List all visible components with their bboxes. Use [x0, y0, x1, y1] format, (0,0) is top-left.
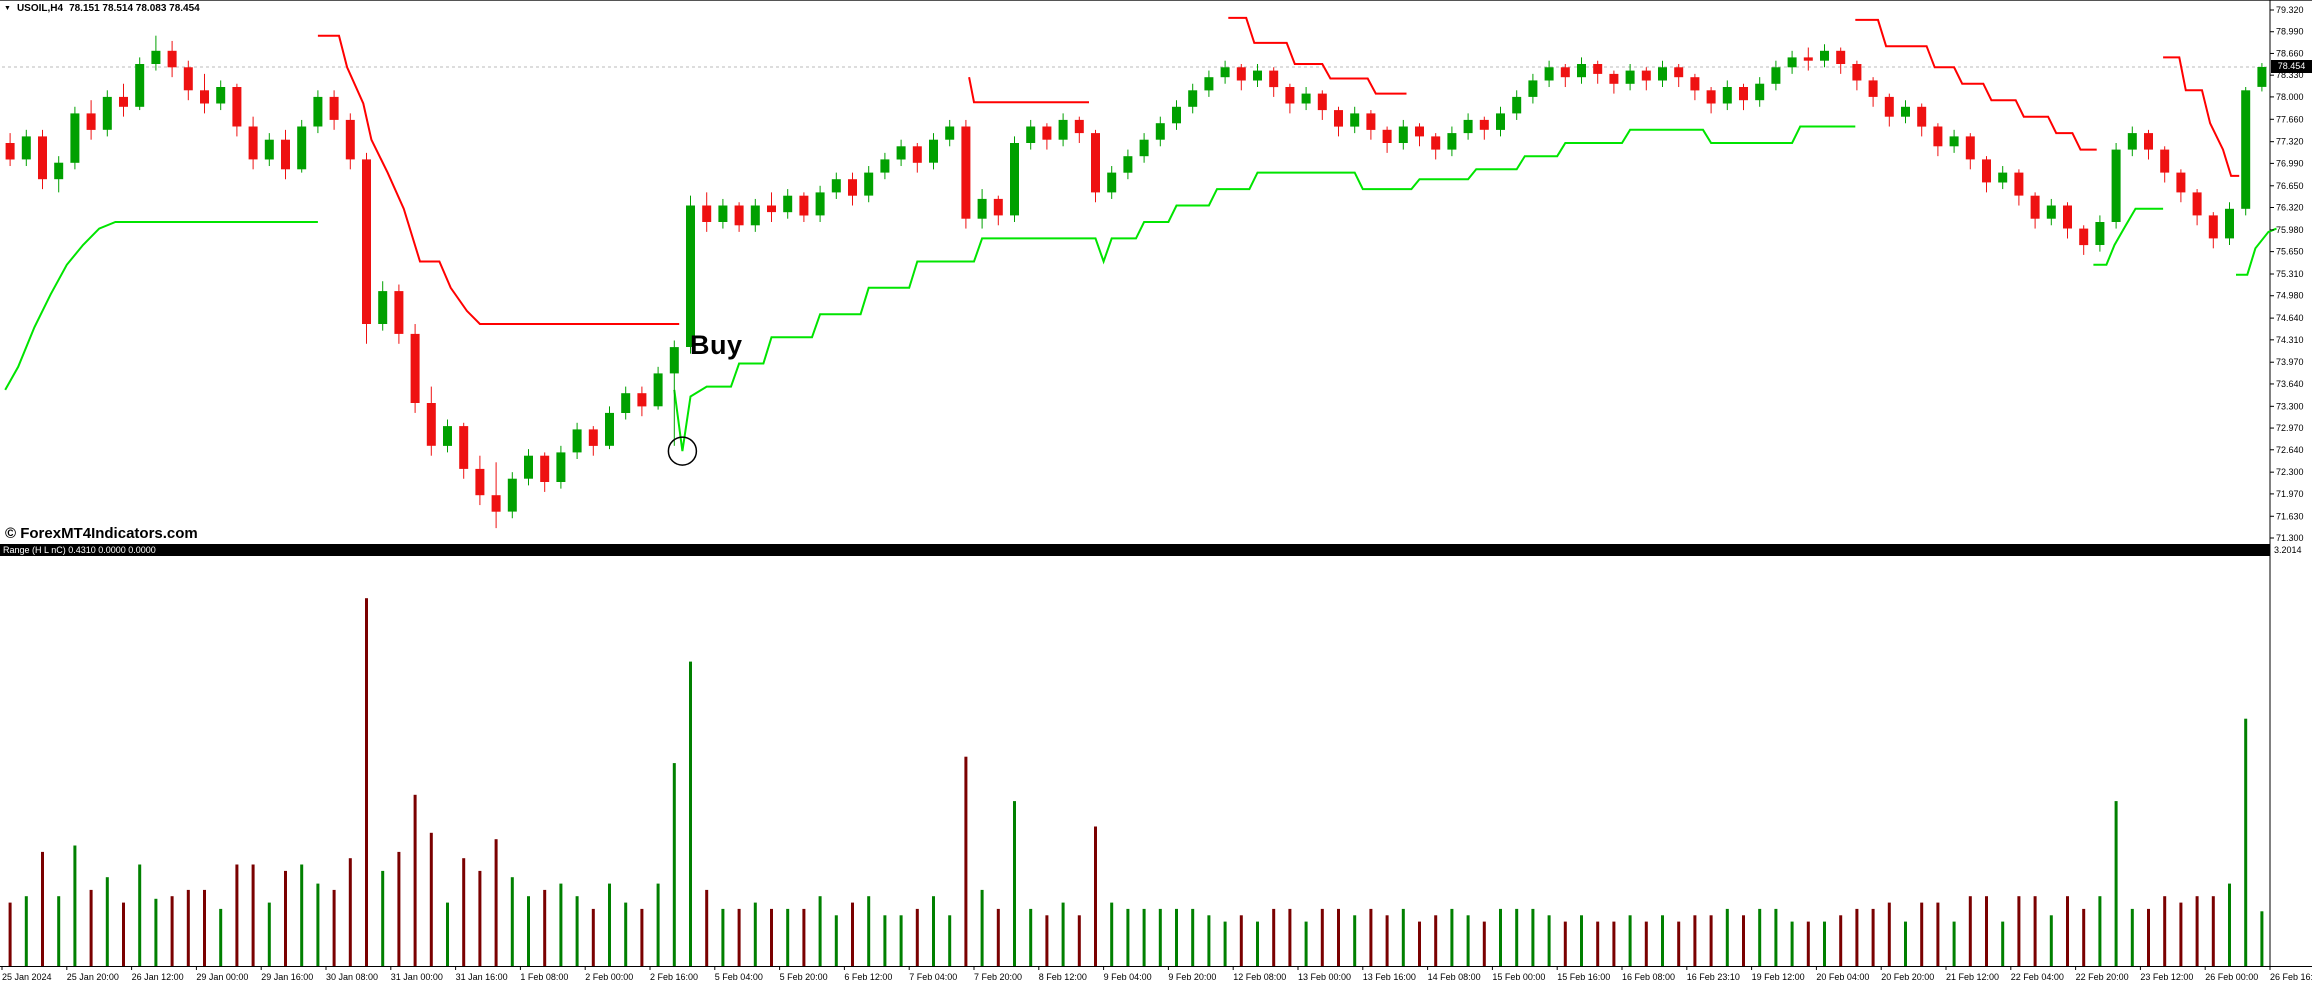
svg-text:5 Feb 04:00: 5 Feb 04:00	[715, 972, 763, 982]
svg-text:71.630: 71.630	[2276, 511, 2304, 521]
svg-text:14 Feb 08:00: 14 Feb 08:00	[1428, 972, 1481, 982]
svg-text:2 Feb 16:00: 2 Feb 16:00	[650, 972, 698, 982]
svg-text:23 Feb 12:00: 23 Feb 12:00	[2140, 972, 2193, 982]
svg-text:78.330: 78.330	[2276, 70, 2304, 80]
symbol-ohlc-bar: ▼ USOIL,H4 78.151 78.514 78.083 78.454	[4, 3, 200, 14]
symbol-label: USOIL,H4	[16, 3, 64, 14]
svg-text:19 Feb 12:00: 19 Feb 12:00	[1752, 972, 1805, 982]
svg-text:22 Feb 20:00: 22 Feb 20:00	[2076, 972, 2129, 982]
svg-text:6 Feb 12:00: 6 Feb 12:00	[844, 972, 892, 982]
trend-line-up	[2236, 227, 2277, 276]
svg-text:30 Jan 08:00: 30 Jan 08:00	[326, 972, 378, 982]
svg-text:79.320: 79.320	[2276, 5, 2304, 15]
svg-text:74.980: 74.980	[2276, 291, 2304, 301]
svg-text:20 Feb 04:00: 20 Feb 04:00	[1816, 972, 1869, 982]
svg-text:5 Feb 20:00: 5 Feb 20:00	[780, 972, 828, 982]
svg-text:73.970: 73.970	[2276, 357, 2304, 367]
candles-layer	[5, 35, 2267, 529]
trend-lines	[4, 16, 2277, 452]
trend-line-up	[673, 125, 1856, 452]
chart-borders	[0, 0, 2312, 967]
svg-text:26 Feb 16:00: 26 Feb 16:00	[2270, 972, 2312, 982]
svg-text:13 Feb 00:00: 13 Feb 00:00	[1298, 972, 1351, 982]
svg-text:26 Feb 00:00: 26 Feb 00:00	[2205, 972, 2258, 982]
time-axis[interactable]: 25 Jan 2024 25 Jan 20:00 26 Jan 12:00 29 Ja…	[1, 966, 2312, 982]
trend-line-down	[1855, 18, 2097, 151]
svg-text:78.000: 78.000	[2276, 92, 2304, 102]
subwindow-scale-label: 3.2014	[2274, 545, 2302, 555]
svg-text:16 Feb 08:00: 16 Feb 08:00	[1622, 972, 1675, 982]
trend-line-down	[2163, 56, 2240, 177]
buy-signal-label: Buy	[690, 330, 743, 360]
svg-text:72.300: 72.300	[2276, 467, 2304, 477]
svg-text:31 Jan 16:00: 31 Jan 16:00	[456, 972, 508, 982]
price-axis[interactable]: 79.320 78.990 78.660 78.330 78.000 77.660 77.3…	[2270, 5, 2304, 543]
svg-text:7 Feb 20:00: 7 Feb 20:00	[974, 972, 1022, 982]
svg-text:73.640: 73.640	[2276, 379, 2304, 389]
svg-text:74.640: 74.640	[2276, 313, 2304, 323]
svg-text:78.660: 78.660	[2276, 49, 2304, 59]
svg-text:76.650: 76.650	[2276, 181, 2304, 191]
svg-text:75.650: 75.650	[2276, 247, 2304, 257]
range-histogram	[8, 598, 2264, 966]
svg-text:77.320: 77.320	[2276, 137, 2304, 147]
svg-text:74.310: 74.310	[2276, 335, 2304, 345]
svg-text:1 Feb 08:00: 1 Feb 08:00	[520, 972, 568, 982]
svg-text:22 Feb 04:00: 22 Feb 04:00	[2011, 972, 2064, 982]
svg-text:72.640: 72.640	[2276, 445, 2304, 455]
buy-signal-circle	[667, 436, 698, 466]
indicator-name-label: Range (H L nC) 0.4310 0.0000 0.0000	[3, 545, 156, 555]
svg-text:76.320: 76.320	[2276, 203, 2304, 213]
trend-line-up	[4, 221, 318, 391]
svg-text:15 Feb 16:00: 15 Feb 16:00	[1557, 972, 1610, 982]
svg-text:31 Jan 00:00: 31 Jan 00:00	[391, 972, 443, 982]
svg-text:13 Feb 16:00: 13 Feb 16:00	[1363, 972, 1416, 982]
svg-text:25 Jan 20:00: 25 Jan 20:00	[67, 972, 119, 982]
trend-line-down	[317, 34, 680, 325]
svg-text:7 Feb 04:00: 7 Feb 04:00	[909, 972, 957, 982]
svg-text:73.300: 73.300	[2276, 401, 2304, 411]
trend-line-down	[1228, 16, 1407, 95]
ohlc-values: 78.151 78.514 78.083 78.454	[69, 3, 200, 14]
svg-text:2 Feb 00:00: 2 Feb 00:00	[585, 972, 633, 982]
trend-line-down	[968, 77, 1089, 104]
svg-text:29 Jan 00:00: 29 Jan 00:00	[196, 972, 248, 982]
svg-text:9 Feb 20:00: 9 Feb 20:00	[1168, 972, 1216, 982]
watermark-text: © ForexMT4Indicators.com	[5, 525, 198, 542]
svg-text:29 Jan 16:00: 29 Jan 16:00	[261, 972, 313, 982]
svg-text:78.990: 78.990	[2276, 27, 2304, 37]
svg-text:75.980: 75.980	[2276, 225, 2304, 235]
svg-text:72.970: 72.970	[2276, 423, 2304, 433]
svg-text:15 Feb 00:00: 15 Feb 00:00	[1492, 972, 1545, 982]
current-price-tag: 78.454	[2271, 60, 2312, 73]
svg-text:20 Feb 20:00: 20 Feb 20:00	[1881, 972, 1934, 982]
svg-text:16 Feb 23:10: 16 Feb 23:10	[1687, 972, 1740, 982]
svg-text:75.310: 75.310	[2276, 269, 2304, 279]
svg-text:12 Feb 08:00: 12 Feb 08:00	[1233, 972, 1286, 982]
subwindow-separator[interactable]: Range (H L nC) 0.4310 0.0000 0.0000	[0, 544, 2270, 556]
svg-text:77.660: 77.660	[2276, 114, 2304, 124]
svg-text:25 Jan 2024: 25 Jan 2024	[2, 972, 52, 982]
svg-text:21 Feb 12:00: 21 Feb 12:00	[1946, 972, 1999, 982]
chart-collapse-icon: ▼	[4, 4, 11, 12]
svg-text:26 Jan 12:00: 26 Jan 12:00	[132, 972, 184, 982]
svg-text:71.970: 71.970	[2276, 489, 2304, 499]
svg-text:8 Feb 12:00: 8 Feb 12:00	[1039, 972, 1087, 982]
svg-text:71.300: 71.300	[2276, 533, 2304, 543]
trend-line-up	[2093, 207, 2164, 266]
svg-text:9 Feb 04:00: 9 Feb 04:00	[1104, 972, 1152, 982]
svg-text:76.990: 76.990	[2276, 158, 2304, 168]
